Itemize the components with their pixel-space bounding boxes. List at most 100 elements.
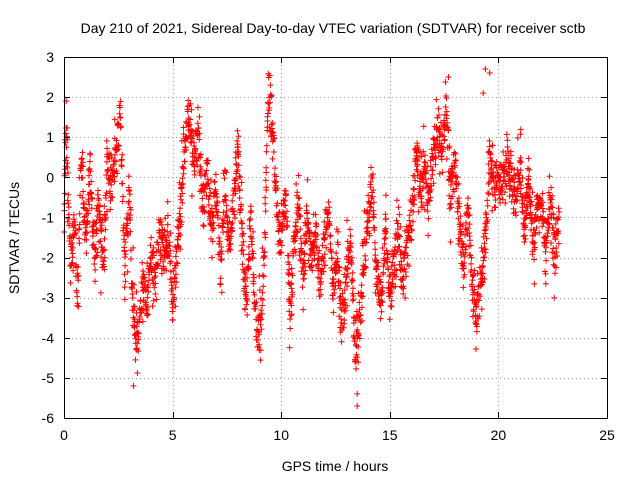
data-point (421, 206, 428, 213)
data-point (293, 181, 300, 188)
data-point (144, 311, 151, 318)
data-point (492, 196, 499, 203)
data-point (242, 305, 249, 312)
data-point (101, 246, 108, 253)
data-point (258, 326, 265, 333)
data-point (200, 223, 207, 230)
data-point (357, 319, 364, 326)
data-point (239, 220, 246, 227)
data-point (300, 257, 307, 264)
data-point (287, 325, 294, 332)
data-point (250, 280, 257, 287)
data-point (180, 164, 187, 171)
data-point (424, 202, 431, 209)
data-point (249, 255, 256, 262)
data-point (83, 221, 90, 228)
data-point (150, 252, 157, 259)
data-point (189, 135, 196, 142)
data-point (132, 356, 139, 363)
data-point (80, 188, 87, 195)
data-point (522, 235, 529, 242)
data-point (481, 276, 488, 283)
data-point (545, 215, 552, 222)
data-point (485, 161, 492, 168)
data-point (302, 267, 309, 274)
data-point (106, 188, 113, 195)
data-point (513, 198, 520, 205)
data-point (310, 242, 317, 249)
data-point (186, 121, 193, 128)
data-point (83, 229, 90, 236)
data-point (124, 268, 131, 275)
data-point (521, 232, 528, 239)
data-point (393, 273, 400, 280)
data-point (371, 224, 378, 231)
data-point (286, 266, 293, 273)
data-point (98, 254, 105, 261)
data-point (194, 120, 201, 127)
data-point (196, 130, 203, 137)
data-point (329, 255, 336, 262)
data-point (386, 293, 393, 300)
data-point (64, 197, 71, 204)
y-tick-label: -6 (42, 410, 55, 426)
data-point (293, 229, 300, 236)
data-point (69, 250, 76, 257)
data-point (191, 171, 198, 178)
data-point (192, 145, 199, 152)
data-point (367, 178, 374, 185)
data-point (482, 66, 489, 73)
data-point (243, 301, 250, 308)
data-point (217, 280, 224, 287)
data-point (172, 271, 179, 278)
data-point (514, 135, 521, 142)
data-point (88, 178, 95, 185)
data-point (354, 326, 361, 333)
data-point (315, 287, 322, 294)
data-point (553, 264, 560, 271)
data-point (200, 189, 207, 196)
data-point (110, 169, 117, 176)
data-point (483, 235, 490, 242)
data-point (133, 345, 140, 352)
data-point (447, 168, 454, 175)
data-point (259, 272, 266, 279)
data-point (422, 159, 429, 166)
data-point (195, 125, 202, 132)
data-point (70, 267, 77, 274)
y-tick-label: -5 (42, 370, 55, 386)
data-point (436, 124, 443, 131)
data-point (338, 319, 345, 326)
data-point (298, 268, 305, 275)
data-point (312, 211, 319, 218)
data-point (524, 165, 531, 172)
data-point (434, 137, 441, 144)
data-point (552, 270, 559, 277)
x-tick-label: 25 (599, 427, 615, 443)
data-point (146, 263, 153, 270)
data-point (117, 104, 124, 111)
data-point (555, 214, 562, 221)
data-point (279, 226, 286, 233)
data-point (102, 214, 109, 221)
data-point (159, 239, 166, 246)
data-point (89, 228, 96, 235)
data-point (101, 235, 108, 242)
data-point (481, 240, 488, 247)
data-point (214, 214, 221, 221)
data-point (76, 221, 83, 228)
data-point (371, 239, 378, 246)
data-point (468, 254, 475, 261)
data-point (549, 204, 556, 211)
data-point (218, 256, 225, 263)
data-point (232, 215, 239, 222)
data-point (87, 168, 94, 175)
data-point (127, 211, 134, 218)
data-point (300, 306, 307, 313)
data-point (368, 195, 375, 202)
data-point (97, 289, 104, 296)
data-point (223, 228, 230, 235)
data-point (383, 229, 390, 236)
data-point (462, 249, 469, 256)
data-point (379, 287, 386, 294)
